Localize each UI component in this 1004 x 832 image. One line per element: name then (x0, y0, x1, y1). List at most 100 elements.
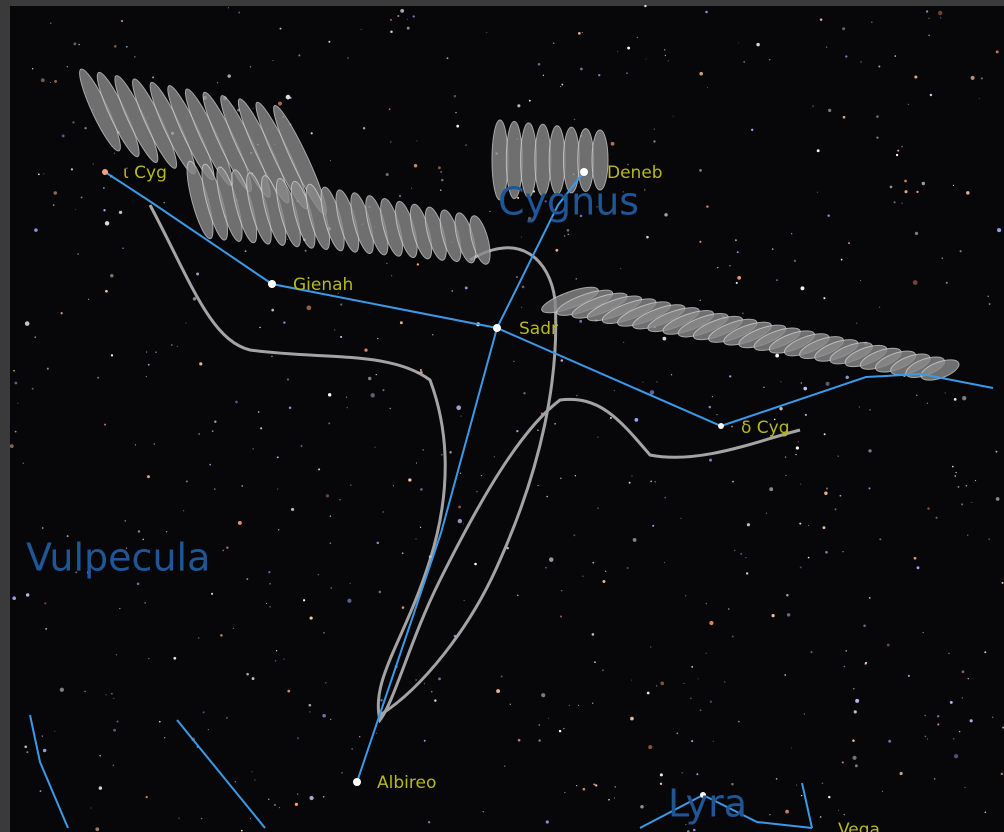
star-dot (696, 773, 698, 775)
star-dot (541, 693, 545, 697)
star-dot (876, 136, 878, 138)
star-dot (635, 418, 639, 422)
star-dot (276, 650, 277, 651)
star-dot (99, 755, 100, 756)
star-dot (927, 403, 928, 404)
star-dot (650, 480, 652, 482)
star-dot (560, 86, 561, 87)
star-dot (277, 456, 279, 458)
star-dot (736, 282, 738, 284)
star-dot (794, 260, 796, 262)
star-dot (97, 377, 99, 379)
star-dot (644, 189, 645, 190)
star-dot (685, 595, 686, 596)
star-dot (560, 615, 562, 617)
star-dot (564, 235, 565, 236)
star-dot (510, 704, 511, 705)
star-dot (582, 788, 585, 791)
star-dot (626, 72, 628, 74)
star-dot (611, 142, 615, 146)
star-dot (751, 129, 753, 131)
star-dot (84, 691, 86, 693)
star-dot (196, 273, 199, 276)
star-dot (43, 749, 46, 752)
star-dot (699, 72, 703, 76)
star-dot (742, 313, 744, 315)
star-dot (287, 690, 290, 693)
star-dot (574, 119, 576, 121)
star-dot (252, 677, 255, 680)
star-dot (272, 60, 273, 61)
star-dot (13, 370, 15, 372)
star-dot (620, 268, 621, 269)
star (268, 280, 276, 288)
star-dot (198, 637, 200, 639)
star-dot (295, 803, 298, 806)
star-dot (769, 59, 770, 60)
star-dot (45, 628, 47, 630)
star-dot (855, 764, 858, 767)
star-dot (166, 531, 167, 532)
star-dot (116, 654, 117, 655)
star-dot (121, 20, 123, 22)
star-dot (24, 745, 27, 748)
star-dot (955, 472, 956, 473)
star-dot (614, 390, 615, 391)
star-dot (226, 717, 228, 719)
star-dot (135, 444, 136, 445)
star-dot (775, 354, 779, 358)
star-dot (284, 659, 285, 660)
star-dot (916, 395, 917, 396)
star-dot (863, 624, 866, 627)
star-dot (241, 485, 243, 487)
star-dot (984, 651, 986, 653)
star-dot (456, 405, 461, 410)
star-dot (592, 633, 595, 636)
star-dot (962, 697, 963, 698)
star-dot (269, 606, 270, 607)
star-dot (416, 679, 417, 680)
star-dot (441, 454, 443, 456)
star-dot (954, 398, 957, 401)
star-dot (843, 551, 844, 552)
star-dot (627, 567, 629, 569)
star-dot (690, 698, 691, 699)
star-dot (440, 171, 441, 172)
star-dot (660, 773, 663, 776)
star-dot (538, 63, 541, 66)
star-dot (785, 456, 786, 457)
star-dot (966, 485, 968, 487)
star-dot (576, 785, 577, 786)
star-dot (441, 179, 443, 181)
star-dot (954, 475, 955, 476)
star-dot (246, 673, 249, 676)
star-dot (377, 542, 380, 545)
star-dot (650, 390, 654, 394)
star-dot (968, 678, 969, 679)
star-dot (289, 406, 291, 408)
star-dot (517, 104, 520, 107)
star-dot (842, 27, 845, 30)
star-dot (828, 109, 831, 112)
star-dot (496, 689, 500, 693)
star-dot (328, 41, 330, 43)
star-dot (124, 520, 126, 522)
star-dot (252, 771, 253, 772)
star-dot (853, 688, 854, 689)
star-dot (408, 478, 411, 481)
star-dot (799, 523, 801, 525)
star-dot (283, 321, 285, 323)
star-dot (729, 265, 731, 267)
star-dot (840, 495, 842, 497)
star-dot (608, 799, 610, 801)
star-dot (653, 140, 655, 142)
star-dot (271, 309, 274, 312)
star-dot (769, 814, 771, 816)
star-dot (148, 364, 150, 366)
star-dot (323, 632, 324, 633)
star-dot (648, 745, 652, 749)
star-dot (286, 95, 291, 100)
star-dot (32, 388, 34, 390)
star-dot (561, 359, 564, 362)
star-dot (627, 47, 630, 50)
